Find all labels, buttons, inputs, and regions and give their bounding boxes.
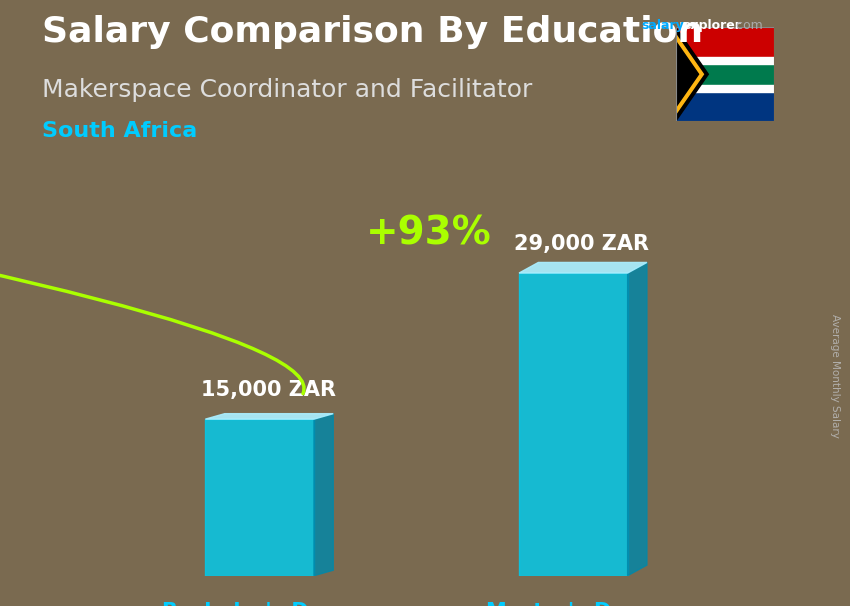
Text: Salary Comparison By Education: Salary Comparison By Education	[42, 15, 704, 49]
Text: .com: .com	[733, 19, 763, 32]
Bar	[676, 27, 774, 75]
Polygon shape	[206, 414, 333, 419]
Polygon shape	[519, 262, 647, 273]
Text: 29,000 ZAR: 29,000 ZAR	[514, 235, 649, 255]
Text: 15,000 ZAR: 15,000 ZAR	[201, 381, 336, 401]
Bar	[676, 85, 774, 92]
Text: South Africa: South Africa	[42, 121, 198, 141]
Polygon shape	[676, 41, 699, 107]
Polygon shape	[627, 262, 647, 576]
Text: Makerspace Coordinator and Facilitator: Makerspace Coordinator and Facilitator	[42, 78, 533, 102]
Bar	[676, 62, 774, 86]
Polygon shape	[676, 27, 708, 121]
Polygon shape	[314, 414, 333, 576]
Text: explorer: explorer	[683, 19, 741, 32]
Polygon shape	[676, 35, 704, 114]
Text: Master's Degree: Master's Degree	[486, 602, 680, 606]
Text: Bachelor's Degree: Bachelor's Degree	[162, 602, 377, 606]
Bar	[676, 56, 774, 64]
Bar	[676, 75, 774, 121]
Text: Average Monthly Salary: Average Monthly Salary	[830, 314, 840, 438]
Text: salary: salary	[642, 19, 684, 32]
Bar	[206, 419, 314, 576]
Bar	[519, 273, 627, 576]
Text: +93%: +93%	[366, 215, 491, 252]
